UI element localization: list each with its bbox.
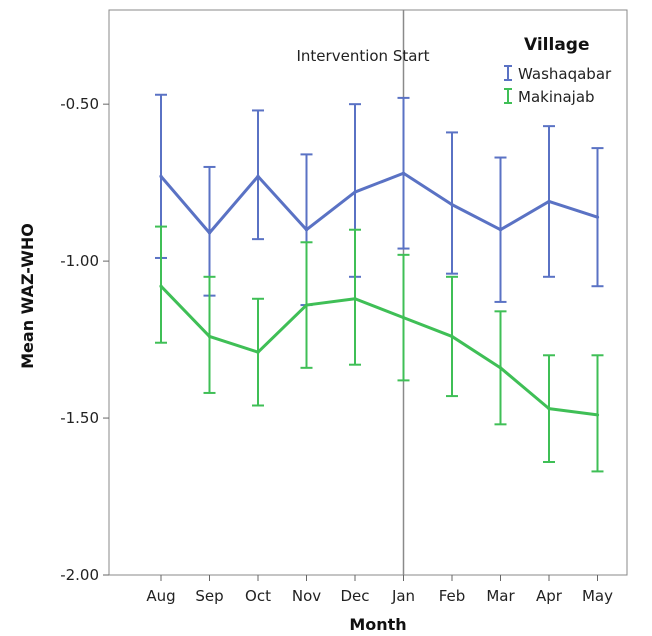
data-point (353, 297, 357, 301)
data-point (547, 199, 551, 204)
legend-label: Makinajab (518, 88, 595, 106)
x-axis: Aug Sep Oct Nov Dec Jan Feb Mar Apr May (146, 575, 613, 605)
x-tick-label: Jan (391, 587, 415, 605)
data-point (401, 171, 406, 175)
data-point (256, 174, 260, 178)
x-tick-label: Mar (486, 587, 515, 605)
x-tick-label: Oct (245, 587, 271, 605)
data-point (547, 407, 551, 411)
y-tick-label: -1.00 (60, 252, 99, 270)
data-point (498, 228, 503, 232)
y-tick-label: -0.50 (60, 95, 99, 113)
x-tick-label: Feb (439, 587, 466, 605)
series-washaqabar (155, 93, 604, 307)
x-tick-label: May (582, 587, 613, 605)
legend: Village Washaqabar Makinajab (504, 35, 612, 106)
data-point (256, 350, 260, 354)
y-axis: -0.50 -1.00 -1.50 -2.00 (60, 95, 109, 584)
plot-border (108, 9, 628, 576)
y-tick-label: -1.50 (60, 409, 99, 427)
series-line (159, 171, 598, 235)
data-point (304, 303, 309, 307)
x-tick-label: Nov (292, 587, 321, 605)
x-tick-label: Dec (340, 587, 369, 605)
data-point (159, 174, 163, 178)
data-point (498, 366, 503, 370)
data-point (401, 316, 406, 320)
intervention-label: Intervention Start (297, 47, 430, 65)
x-tick-label: Sep (195, 587, 223, 605)
data-point (353, 190, 357, 194)
data-point (304, 228, 309, 232)
series-makinajab (155, 225, 604, 473)
data-point (595, 413, 600, 417)
data-point (159, 284, 163, 288)
annotation: Intervention Start (297, 10, 430, 575)
data-point (207, 334, 212, 339)
x-tick-label: Aug (146, 587, 175, 605)
series-layer (155, 93, 604, 473)
legend-label: Washaqabar (518, 65, 612, 83)
y-axis-title: Mean WAZ-WHO (18, 223, 37, 369)
x-tick-label: Apr (536, 587, 563, 605)
y-tick-label: -2.00 (60, 566, 99, 584)
data-point (595, 215, 600, 219)
data-point (207, 231, 212, 235)
series-line (159, 285, 598, 417)
plot-frame (108, 9, 628, 576)
legend-title: Village (524, 35, 590, 55)
data-point (450, 203, 454, 207)
x-axis-title: Month (349, 615, 406, 634)
data-point (450, 334, 454, 339)
